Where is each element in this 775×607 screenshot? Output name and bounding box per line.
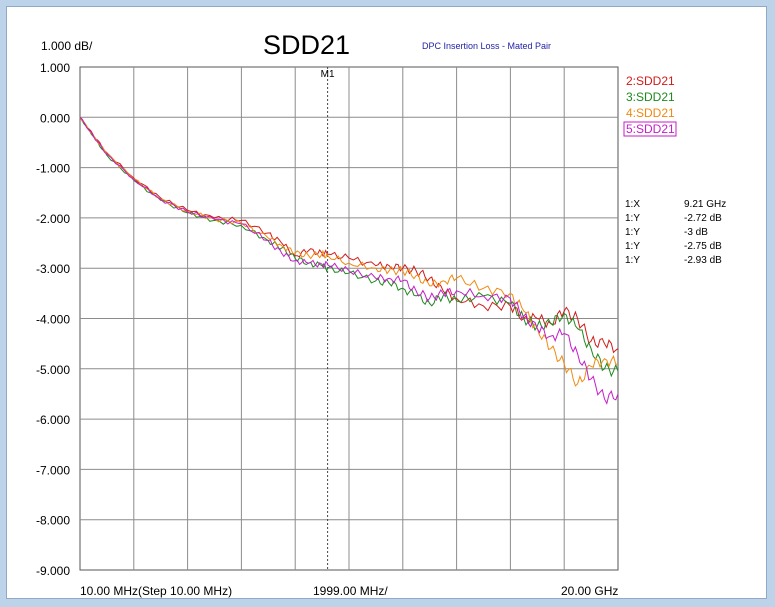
y-tick-label: 0.000 [40,111,70,125]
scale-label: 1.000 dB/ [41,39,93,53]
readout-value: 9.21 GHz [684,199,726,210]
readout-value: -3 dB [684,227,708,238]
readout-label: 1:Y [625,255,640,266]
y-tick-labels: 1.000 0.000 -1.000 -2.000 -3.000 -4.000 -5.000… [36,61,70,578]
readout-label: 1:Y [625,227,640,238]
y-tick-label: -7.000 [36,463,70,477]
y-tick-label: -2.000 [36,212,70,226]
y-tick-label: 1.000 [40,61,70,75]
readout-value: -2.93 dB [684,255,722,266]
readout-label: 1:Y [625,241,640,252]
marker-readout: 1:X 9.21 GHz 1:Y -2.72 dB 1:Y -3 dB 1:Y -2.75 d… [625,199,726,266]
y-tick-label: -3.000 [36,262,70,276]
x-start-label: 10.00 MHz(Step 10.00 MHz) [80,584,232,598]
chart-subtitle: DPC Insertion Loss - Mated Pair [422,41,551,51]
y-tick-label: -9.000 [36,564,70,578]
legend-entry: 3:SDD21 [626,90,675,104]
y-tick-label: -4.000 [36,313,70,327]
y-tick-label: -5.000 [36,363,70,377]
chart-frame: SDD21 DPC Insertion Loss - Mated Pair 1.… [6,6,767,599]
series-line-3 [79,117,619,378]
readout-label: 1:Y [625,213,640,224]
legend-entry: 5:SDD21 [626,122,675,136]
readout-label: 1:X [625,199,640,210]
y-tick-label: -1.000 [36,162,70,176]
legend-entry: 2:SDD21 [626,74,675,88]
y-tick-label: -8.000 [36,514,70,528]
chart-title: SDD21 [263,30,350,60]
grid-lines [80,67,618,570]
legend-entry: 4:SDD21 [626,106,675,120]
readout-value: -2.72 dB [684,213,722,224]
legend-highlight-box [623,121,677,137]
series-line-5 [79,116,619,405]
series-lines [79,116,619,405]
x-stop-label: 20.00 GHz [561,584,618,598]
legend[interactable]: 2:SDD21 3:SDD21 4:SDD21 5:SDD21 [623,74,677,137]
chart-svg: SDD21 DPC Insertion Loss - Mated Pair 1.… [36,30,726,598]
readout-value: -2.75 dB [684,241,722,252]
marker-label: M1 [321,69,335,80]
y-tick-label: -6.000 [36,413,70,427]
x-center-label: 1999.00 MHz/ [313,584,388,598]
